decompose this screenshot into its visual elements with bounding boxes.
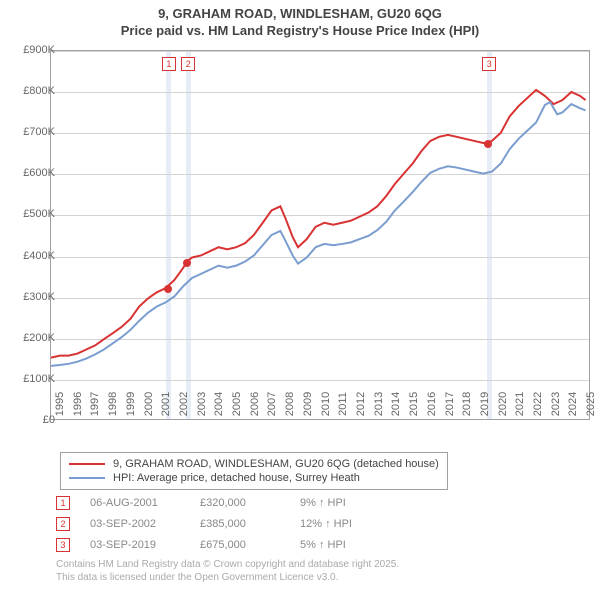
y-tick-label: £200K bbox=[5, 332, 55, 344]
y-tick-label: £600K bbox=[5, 167, 55, 179]
x-tick-label: 1995 bbox=[54, 384, 66, 424]
plot-svg bbox=[51, 51, 589, 419]
marker-label: 3 bbox=[482, 57, 496, 71]
highlight-band bbox=[166, 51, 171, 419]
x-tick-label: 2023 bbox=[550, 384, 562, 424]
x-tick-label: 1999 bbox=[125, 384, 137, 424]
x-tick-label: 2022 bbox=[532, 384, 544, 424]
x-tick-label: 1997 bbox=[89, 384, 101, 424]
credits-line-2: This data is licensed under the Open Gov… bbox=[56, 571, 399, 584]
credits-line-1: Contains HM Land Registry data © Crown c… bbox=[56, 558, 399, 571]
y-gridline bbox=[51, 257, 589, 258]
y-tick-label: £400K bbox=[5, 250, 55, 262]
x-tick-label: 2019 bbox=[479, 384, 491, 424]
y-tick-label: £0 bbox=[5, 414, 55, 426]
x-tick-label: 2021 bbox=[514, 384, 526, 424]
data-point-marker bbox=[484, 140, 492, 148]
row-pct: 12% ↑ HPI bbox=[300, 518, 380, 530]
table-row: 1 06-AUG-2001 £320,000 9% ↑ HPI bbox=[56, 494, 380, 512]
row-pct: 9% ↑ HPI bbox=[300, 497, 380, 509]
y-gridline bbox=[51, 51, 589, 52]
y-gridline bbox=[51, 92, 589, 93]
y-gridline bbox=[51, 133, 589, 134]
x-tick-label: 2025 bbox=[585, 384, 597, 424]
y-tick-label: £500K bbox=[5, 208, 55, 220]
y-tick-label: £300K bbox=[5, 291, 55, 303]
sales-table: 1 06-AUG-2001 £320,000 9% ↑ HPI 2 03-SEP… bbox=[56, 494, 380, 557]
legend-item: HPI: Average price, detached house, Surr… bbox=[69, 471, 439, 485]
y-gridline bbox=[51, 298, 589, 299]
x-tick-label: 2012 bbox=[355, 384, 367, 424]
x-tick-label: 2004 bbox=[213, 384, 225, 424]
x-tick-label: 2001 bbox=[160, 384, 172, 424]
x-tick-label: 1996 bbox=[72, 384, 84, 424]
x-tick-label: 2008 bbox=[284, 384, 296, 424]
legend-swatch bbox=[69, 463, 105, 465]
row-date: 06-AUG-2001 bbox=[90, 497, 180, 509]
y-gridline bbox=[51, 215, 589, 216]
row-date: 03-SEP-2002 bbox=[90, 518, 180, 530]
table-row: 3 03-SEP-2019 £675,000 5% ↑ HPI bbox=[56, 536, 380, 554]
x-tick-label: 2015 bbox=[408, 384, 420, 424]
x-tick-label: 2002 bbox=[178, 384, 190, 424]
data-point-marker bbox=[183, 259, 191, 267]
table-row: 2 03-SEP-2002 £385,000 12% ↑ HPI bbox=[56, 515, 380, 533]
x-tick-label: 2005 bbox=[231, 384, 243, 424]
marker-label: 1 bbox=[162, 57, 176, 71]
credits: Contains HM Land Registry data © Crown c… bbox=[56, 558, 399, 584]
y-tick-label: £900K bbox=[5, 44, 55, 56]
row-price: £320,000 bbox=[200, 497, 280, 509]
row-marker: 1 bbox=[56, 496, 70, 510]
y-tick-label: £800K bbox=[5, 85, 55, 97]
row-price: £385,000 bbox=[200, 518, 280, 530]
legend-box: 9, GRAHAM ROAD, WINDLESHAM, GU20 6QG (de… bbox=[60, 452, 448, 490]
row-marker: 2 bbox=[56, 517, 70, 531]
title-line-2: Price paid vs. HM Land Registry's House … bbox=[0, 23, 600, 40]
y-gridline bbox=[51, 380, 589, 381]
highlight-band bbox=[487, 51, 492, 419]
plot-area: 12 3 bbox=[50, 50, 590, 420]
x-tick-label: 2011 bbox=[337, 384, 349, 424]
row-pct: 5% ↑ HPI bbox=[300, 539, 380, 551]
marker-label: 2 bbox=[181, 57, 195, 71]
series-line bbox=[51, 90, 586, 358]
x-tick-label: 2003 bbox=[196, 384, 208, 424]
row-date: 03-SEP-2019 bbox=[90, 539, 180, 551]
x-tick-label: 1998 bbox=[107, 384, 119, 424]
x-tick-label: 2020 bbox=[497, 384, 509, 424]
x-tick-label: 2013 bbox=[373, 384, 385, 424]
x-tick-label: 2010 bbox=[320, 384, 332, 424]
series-line bbox=[51, 102, 586, 366]
chart-title: 9, GRAHAM ROAD, WINDLESHAM, GU20 6QG Pri… bbox=[0, 0, 600, 40]
highlight-band bbox=[186, 51, 191, 419]
y-gridline bbox=[51, 339, 589, 340]
x-tick-label: 2014 bbox=[390, 384, 402, 424]
y-gridline bbox=[51, 174, 589, 175]
legend-swatch bbox=[69, 477, 105, 479]
x-tick-label: 2009 bbox=[302, 384, 314, 424]
y-tick-label: £700K bbox=[5, 126, 55, 138]
x-tick-label: 2007 bbox=[266, 384, 278, 424]
data-point-marker bbox=[164, 285, 172, 293]
row-marker: 3 bbox=[56, 538, 70, 552]
title-line-1: 9, GRAHAM ROAD, WINDLESHAM, GU20 6QG bbox=[0, 6, 600, 23]
x-tick-label: 2006 bbox=[249, 384, 261, 424]
row-price: £675,000 bbox=[200, 539, 280, 551]
x-tick-label: 2018 bbox=[461, 384, 473, 424]
x-tick-label: 2000 bbox=[143, 384, 155, 424]
y-tick-label: £100K bbox=[5, 373, 55, 385]
legend-label: 9, GRAHAM ROAD, WINDLESHAM, GU20 6QG (de… bbox=[113, 458, 439, 470]
x-tick-label: 2017 bbox=[444, 384, 456, 424]
legend-label: HPI: Average price, detached house, Surr… bbox=[113, 472, 360, 484]
legend-item: 9, GRAHAM ROAD, WINDLESHAM, GU20 6QG (de… bbox=[69, 457, 439, 471]
x-tick-label: 2016 bbox=[426, 384, 438, 424]
chart-container: 9, GRAHAM ROAD, WINDLESHAM, GU20 6QG Pri… bbox=[0, 0, 600, 590]
x-tick-label: 2024 bbox=[567, 384, 579, 424]
